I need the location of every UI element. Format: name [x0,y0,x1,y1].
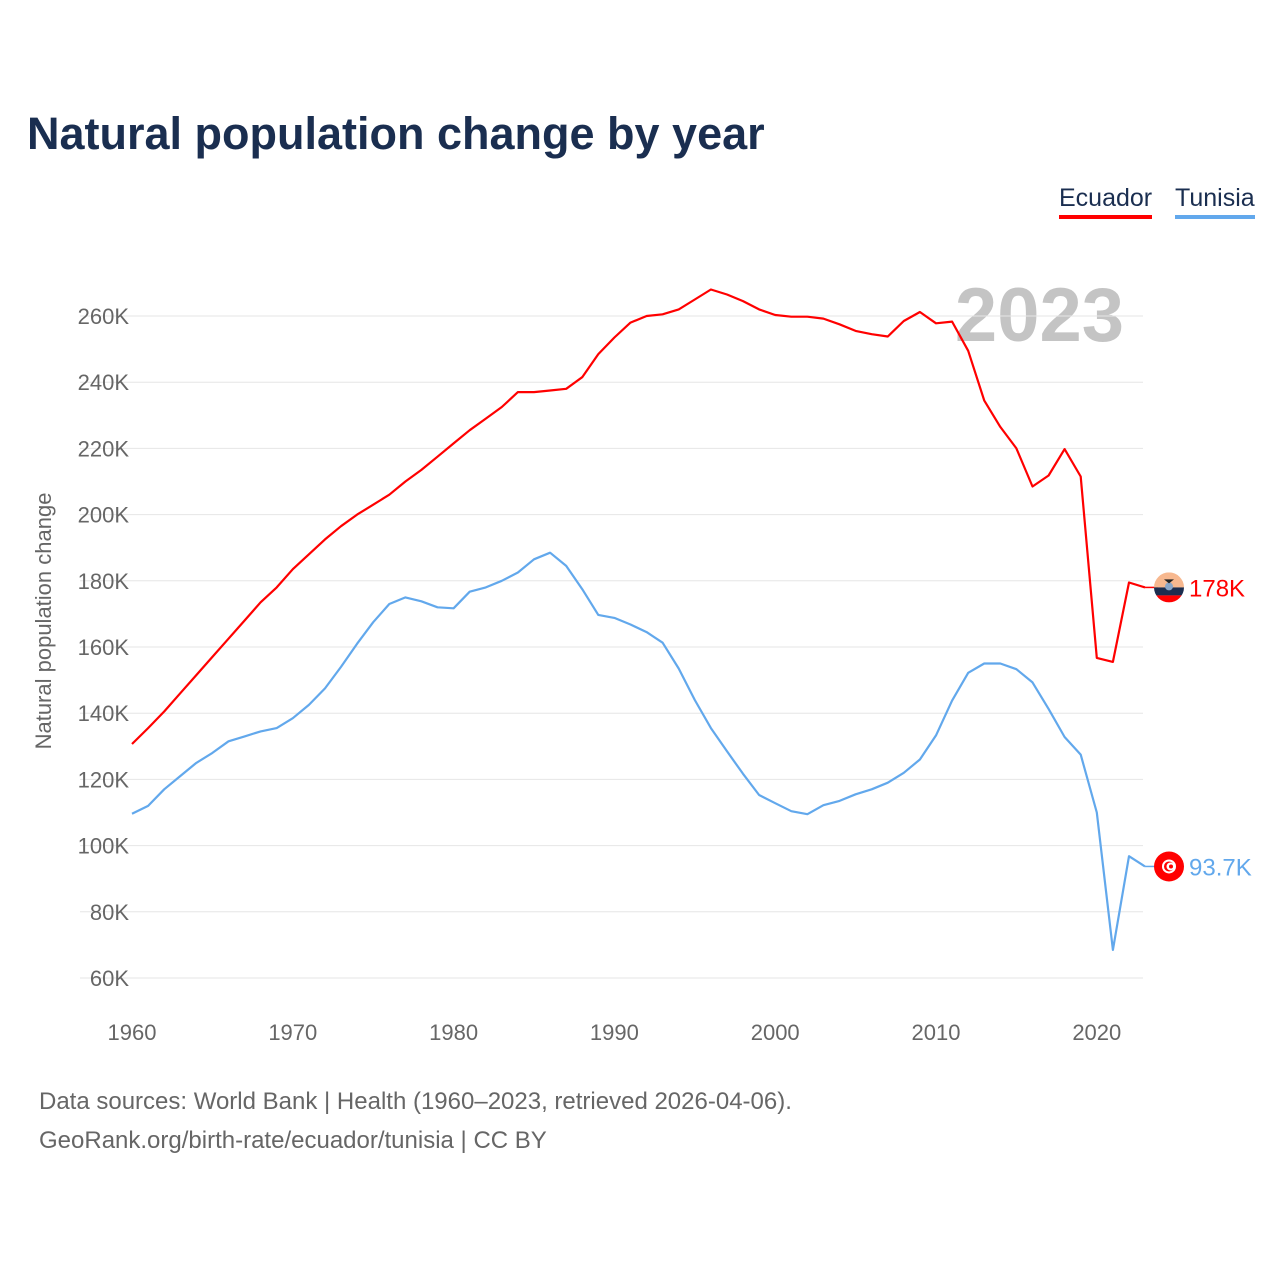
x-tick-label: 2000 [751,1020,800,1045]
y-tick-label: 180K [78,569,130,594]
legend-ecuador[interactable]: Ecuador [1059,184,1153,219]
tunisia-flag-icon [1154,851,1184,882]
x-tick-label: 2010 [912,1020,961,1045]
footer-attribution: GeoRank.org/birth-rate/ecuador/tunisia |… [39,1127,547,1154]
x-tick-label: 1980 [429,1020,478,1045]
x-tick-label: 1970 [268,1020,317,1045]
chart-title: Natural population change by year [27,108,765,159]
y-tick-label: 260K [78,304,130,329]
y-tick-label: 220K [78,436,130,461]
y-tick-label: 140K [78,701,130,726]
end-value-label: 93.7K [1189,854,1252,881]
legend-tunisia[interactable]: Tunisia [1175,184,1255,219]
series-line-ecuador [131,288,1146,745]
y-tick-label: 120K [78,767,130,792]
y-axis-label: Natural population change [31,493,56,750]
ecuador-flag-icon [1154,572,1184,603]
y-tick-label: 60K [90,966,129,991]
footer-sources: Data sources: World Bank | Health (1960–… [39,1088,792,1115]
y-tick-label: 160K [78,635,130,660]
y-tick-label: 80K [90,900,129,925]
x-tick-label: 2020 [1072,1020,1121,1045]
y-tick-label: 240K [78,370,130,395]
y-tick-label: 200K [78,503,130,528]
y-tick-label: 100K [78,834,130,859]
end-value-label: 178K [1189,575,1245,602]
series-line-tunisia [131,551,1146,952]
x-tick-label: 1990 [590,1020,639,1045]
x-tick-label: 1960 [108,1020,157,1045]
